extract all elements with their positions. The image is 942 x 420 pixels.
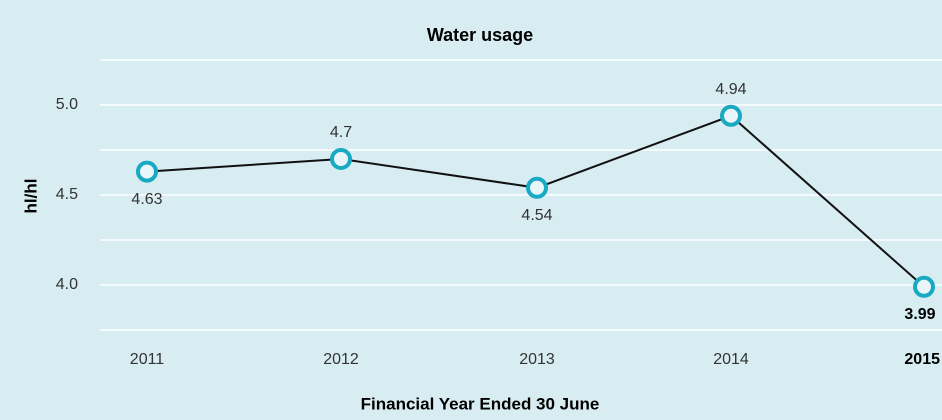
data-label: 4.63 [131, 191, 162, 208]
data-label: 4.94 [715, 81, 746, 98]
y-tick-label: 5.0 [56, 96, 78, 113]
x-axis-label: Financial Year Ended 30 June [361, 394, 600, 413]
data-label: 4.54 [521, 207, 552, 224]
y-tick-label: 4.0 [56, 276, 78, 293]
chart-title: Water usage [427, 25, 533, 45]
data-label: 4.7 [330, 124, 352, 141]
marker [720, 104, 742, 127]
marker [913, 275, 935, 298]
y-tick-label: 4.5 [56, 186, 78, 203]
data-label: 3.99 [904, 306, 935, 323]
marker [136, 160, 158, 183]
x-tick-label: 2015 [904, 351, 940, 368]
marker [526, 176, 548, 199]
x-tick-label: 2014 [713, 351, 749, 368]
x-tick-label: 2013 [519, 351, 555, 368]
y-axis-label: hl/hl [21, 179, 40, 214]
x-tick-label: 2011 [130, 351, 165, 368]
x-tick-label: 2012 [323, 351, 359, 368]
marker [330, 148, 352, 170]
